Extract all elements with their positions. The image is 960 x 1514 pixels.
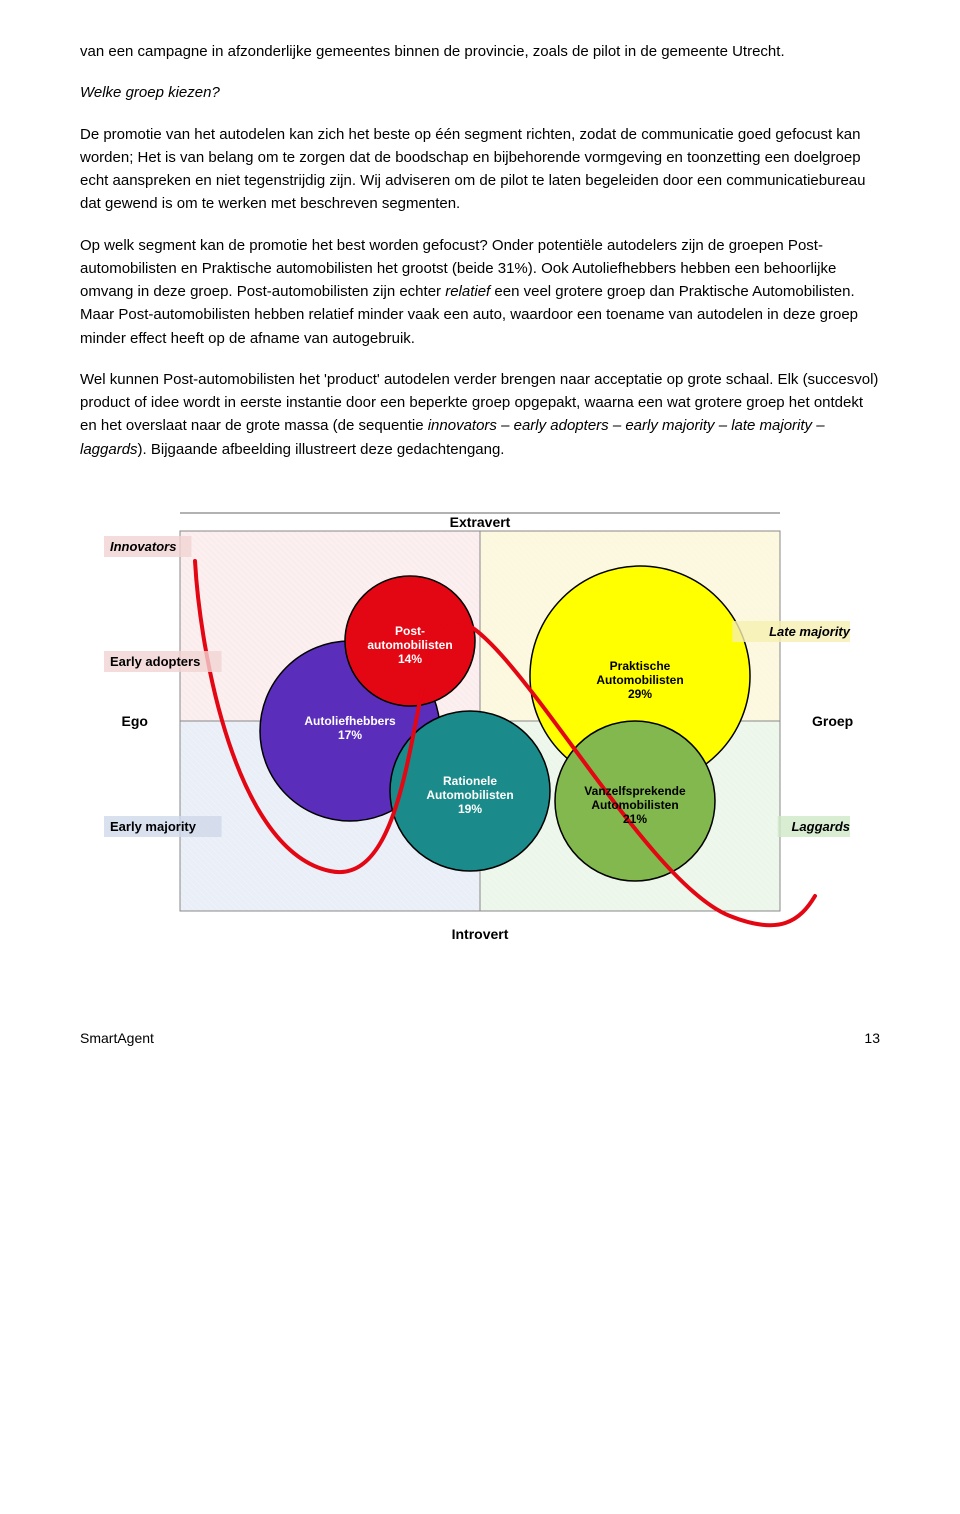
footer-left: SmartAgent (80, 1028, 154, 1050)
paragraph-4: Op welk segment kan de promotie het best… (80, 234, 880, 350)
svg-text:14%: 14% (398, 652, 422, 666)
svg-text:automobilisten: automobilisten (367, 638, 452, 652)
p4-b: relatief (445, 283, 490, 300)
svg-text:Vanzelfsprekende: Vanzelfsprekende (584, 784, 686, 798)
svg-text:Praktische: Praktische (610, 659, 671, 673)
svg-text:Automobilisten: Automobilisten (426, 788, 513, 802)
svg-text:Innovators: Innovators (110, 539, 176, 554)
svg-text:Automobilisten: Automobilisten (596, 673, 683, 687)
svg-text:21%: 21% (623, 812, 647, 826)
paragraph-intro: van een campagne in afzonderlijke gemeen… (80, 40, 880, 63)
svg-text:29%: 29% (628, 687, 652, 701)
svg-text:Extravert: Extravert (450, 514, 511, 530)
svg-text:Automobilisten: Automobilisten (591, 798, 678, 812)
page-footer: SmartAgent 13 (80, 1028, 880, 1050)
svg-text:19%: 19% (458, 802, 482, 816)
footer-right: 13 (864, 1028, 880, 1050)
svg-text:Rationele: Rationele (443, 774, 497, 788)
svg-text:Autoliefhebbers: Autoliefhebbers (304, 714, 396, 728)
bsr-diagram: ExtravertIntrovertEgoGroepPraktischeAuto… (80, 501, 880, 968)
svg-text:Ego: Ego (122, 713, 148, 729)
svg-text:Early adopters: Early adopters (110, 654, 200, 669)
bsr-diagram-svg: ExtravertIntrovertEgoGroepPraktischeAuto… (80, 501, 880, 961)
paragraph-5: Wel kunnen Post-automobilisten het 'prod… (80, 368, 880, 461)
svg-text:Groep: Groep (812, 713, 853, 729)
p5-c: ). Bijgaande afbeelding illustreert deze… (138, 441, 505, 458)
svg-text:17%: 17% (338, 728, 362, 742)
svg-text:Post-: Post- (395, 624, 425, 638)
svg-text:Early majority: Early majority (110, 819, 197, 834)
paragraph-3: De promotie van het autodelen kan zich h… (80, 123, 880, 216)
svg-text:Laggards: Laggards (791, 819, 850, 834)
svg-text:Introvert: Introvert (452, 926, 509, 942)
svg-text:Late majority: Late majority (769, 624, 851, 639)
paragraph-question: Welke groep kiezen? (80, 81, 880, 104)
